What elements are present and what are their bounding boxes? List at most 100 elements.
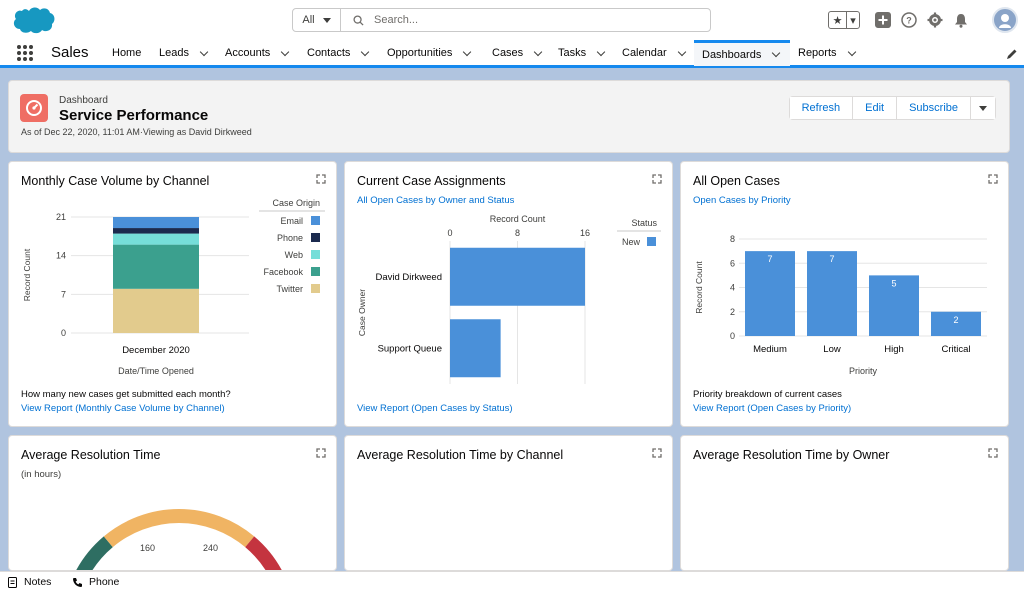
nav-item-home[interactable]: Home [104,40,149,66]
y-tick-label: David Dirkweed [375,272,442,283]
bar-segment [113,233,199,245]
x-tick-label: 16 [580,228,590,238]
refresh-button[interactable]: Refresh [789,97,854,119]
legend-label: Twitter [276,284,303,294]
dashboard-as-of-text: As of Dec 22, 2020, 11:01 AM·Viewing as … [21,127,252,137]
subscribe-button[interactable]: Subscribe [897,97,971,119]
salesforce-cloud-logo[interactable] [10,5,56,35]
bar-segment [113,217,199,229]
legend-swatch [311,250,320,259]
legend-label: Email [280,216,303,226]
app-name: Sales [51,44,89,61]
nav-item-label: Dashboards [702,48,762,61]
dashboard-gauge-icon [20,94,48,122]
card-title: All Open Cases [693,174,780,188]
notifications-bell-icon[interactable] [952,11,970,29]
bar [807,251,857,336]
y-tick-label: 21 [56,212,66,222]
nav-item-dashboards[interactable]: Dashboards [694,40,790,66]
y-axis-label: Case Owner [357,289,367,336]
legend-swatch [311,284,320,293]
x-tick-label: Medium [753,344,787,355]
x-axis-label: Date/Time Opened [118,366,194,376]
expand-icon[interactable] [316,448,326,458]
nav-item-contacts[interactable]: Contacts [299,40,376,66]
utility-label: Phone [89,576,120,588]
nav-item-tasks[interactable]: Tasks [550,40,612,66]
chevron-down-icon[interactable] [361,47,370,56]
edit-nav-pencil-icon[interactable] [1006,48,1018,60]
bar [931,311,981,336]
y-tick-label: 14 [56,251,66,261]
header-utility-icons: ★ ▾ ? [828,5,1024,35]
chevron-down-icon[interactable] [772,48,781,58]
view-report-link[interactable]: View Report (Open Cases by Priority) [693,403,852,414]
legend-title: Case Origin [272,198,320,208]
search-icon [353,14,364,26]
more-actions-button[interactable] [971,97,995,119]
view-report-link[interactable]: View Report (Open Cases by Status) [357,403,513,414]
expand-icon[interactable] [652,174,662,184]
chevron-down-icon[interactable] [463,47,472,56]
expand-icon[interactable] [988,448,998,458]
nav-item-calendar[interactable]: Calendar [614,40,693,66]
edit-button[interactable]: Edit [853,97,898,119]
gauge-tick-label: 160 [140,543,155,553]
chevron-down-icon[interactable] [533,47,543,56]
card-title: Average Resolution Time by Owner [693,448,890,462]
data-label: 2 [953,315,958,325]
favorites-button[interactable]: ★ ▾ [828,11,860,29]
utility-notes[interactable]: Notes [8,576,51,588]
chevron-down-icon[interactable] [596,47,606,56]
global-header: All Search... ★ ▾ ? [0,0,1024,40]
chevron-down-icon[interactable] [677,47,686,56]
app-navigation-bar: Sales Home Leads Accounts Contacts Oppor… [0,40,1024,68]
bar-segment [113,244,199,289]
nav-item-opportunities[interactable]: Opportunities [379,40,478,66]
nav-item-label: Contacts [307,47,351,59]
gauge-chart: 80160240320 [76,509,282,570]
legend-swatch [311,267,320,276]
chevron-down-icon[interactable] [199,47,209,56]
y-tick-label: 6 [730,258,735,268]
view-report-link[interactable]: View Report (Monthly Case Volume by Chan… [21,403,225,414]
horizontal-bar-chart: Record Count 0 8 16 Case Owner David Dirkweed… [357,214,661,384]
chevron-down-icon[interactable] [847,47,856,56]
card-avg-resolution-by-owner: Average Resolution Time by Owner [680,435,1009,571]
search-input[interactable]: Search... [341,9,710,31]
setup-gear-icon[interactable] [926,11,944,29]
nav-item-leads[interactable]: Leads [151,40,215,66]
bar [450,247,585,306]
bar [869,275,919,336]
nav-item-label: Leads [159,47,189,59]
expand-icon[interactable] [316,174,326,184]
bar [450,319,501,378]
nav-item-reports[interactable]: Reports [790,40,863,66]
expand-icon[interactable] [988,174,998,184]
legend-label: Facebook [263,267,303,277]
y-tick-label: 7 [61,289,66,299]
nav-item-accounts[interactable]: Accounts [217,40,296,66]
expand-icon[interactable] [652,448,662,458]
nav-item-label: Tasks [558,47,587,59]
search-scope-dropdown[interactable]: All [293,9,341,31]
header-button-group: Refresh Edit Subscribe [788,96,996,120]
object-type-label: Dashboard [59,95,108,106]
trailhead-help-icon[interactable]: ? [900,11,918,29]
nav-item-label: Home [112,47,142,59]
star-icon: ★ [829,12,847,28]
nav-item-cases[interactable]: Cases [484,40,549,66]
bar [745,251,795,336]
caret-down-icon [322,17,331,23]
app-launcher-icon[interactable] [17,45,33,61]
user-avatar[interactable] [992,7,1018,33]
vertical-bar-chart: 0 2 4 6 8 Record Count 7 Medium 7 Low 5 High 2 Critic… [694,234,987,376]
phone-icon [73,577,82,587]
utility-phone[interactable]: Phone [72,576,119,588]
data-label: 5 [891,278,896,288]
chevron-down-icon[interactable] [281,47,290,56]
legend-title: Status [631,218,657,228]
gauge-tick-label: 240 [203,543,218,553]
global-create-icon[interactable] [874,11,892,29]
chart-question: How many new cases get submitted each mo… [21,389,231,400]
